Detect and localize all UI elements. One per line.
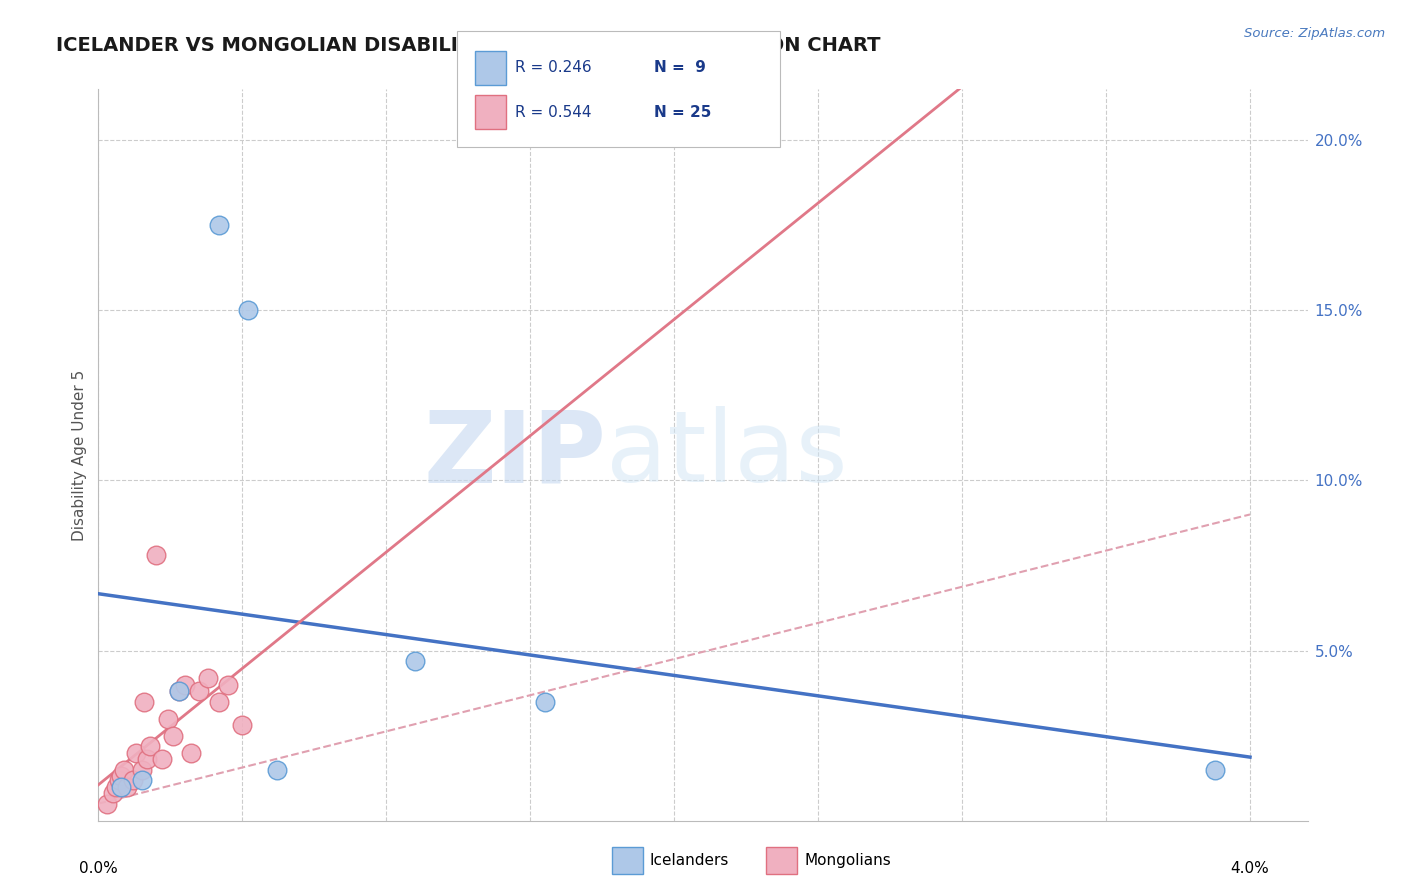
Text: 4.0%: 4.0%	[1230, 862, 1270, 877]
Text: 0.0%: 0.0%	[79, 862, 118, 877]
Text: N = 25: N = 25	[654, 105, 711, 120]
Point	[125, 746, 148, 760]
Point	[131, 772, 153, 787]
Point	[96, 797, 118, 811]
Text: ICELANDER VS MONGOLIAN DISABILITY AGE UNDER 5 CORRELATION CHART: ICELANDER VS MONGOLIAN DISABILITY AGE UN…	[56, 36, 880, 54]
Text: Source: ZipAtlas.com: Source: ZipAtlas.com	[1244, 27, 1385, 40]
Point	[533, 695, 555, 709]
Point	[150, 752, 173, 766]
Point	[110, 780, 132, 794]
Point	[208, 219, 231, 233]
Point	[180, 746, 202, 760]
Point	[217, 677, 239, 691]
Point	[112, 763, 135, 777]
Point	[156, 712, 179, 726]
Point	[139, 739, 162, 753]
Point	[173, 677, 195, 691]
Point	[131, 763, 153, 777]
Point	[122, 772, 145, 787]
Point	[197, 671, 219, 685]
Point	[231, 718, 253, 732]
Text: Icelanders: Icelanders	[650, 854, 728, 868]
Point	[167, 684, 190, 698]
Point	[236, 303, 259, 318]
Point	[208, 695, 231, 709]
Point	[134, 695, 156, 709]
Text: atlas: atlas	[606, 407, 848, 503]
Text: N =  9: N = 9	[654, 61, 706, 75]
Point	[101, 786, 124, 800]
Point	[107, 772, 129, 787]
Point	[167, 684, 190, 698]
Point	[110, 769, 132, 783]
Text: Mongolians: Mongolians	[804, 854, 891, 868]
Point	[404, 654, 426, 668]
Text: R = 0.246: R = 0.246	[515, 61, 591, 75]
Y-axis label: Disability Age Under 5: Disability Age Under 5	[72, 369, 87, 541]
Point	[162, 729, 184, 743]
Text: R = 0.544: R = 0.544	[515, 105, 591, 120]
Point	[145, 549, 167, 563]
Point	[1204, 763, 1226, 777]
Point	[115, 780, 138, 794]
Point	[266, 763, 288, 777]
Point	[136, 752, 159, 766]
Text: ZIP: ZIP	[423, 407, 606, 503]
Point	[188, 684, 211, 698]
Point	[104, 780, 127, 794]
